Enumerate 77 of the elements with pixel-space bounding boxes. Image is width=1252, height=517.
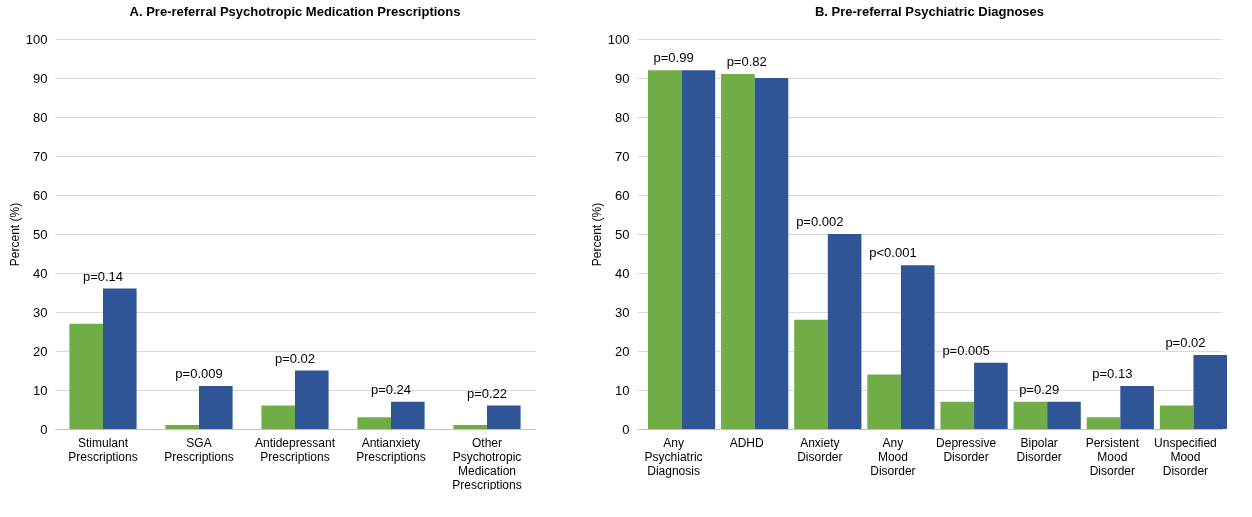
chart-title: A. Pre-referral Psychotropic Medication Prescriptions — [129, 4, 461, 19]
bar — [487, 405, 521, 429]
annotation: p=0.002 — [796, 214, 844, 229]
y-tick-label: 100 — [607, 31, 630, 47]
x-tick-label: Bipolar Disorder — [1016, 435, 1062, 464]
annotation: p=0.24 — [370, 381, 412, 397]
y-tick-label: 20 — [33, 343, 48, 359]
y-tick-label: 40 — [615, 265, 630, 281]
x-tick-label: Unspecified Mood Disorder — [1154, 435, 1217, 478]
bar — [1013, 401, 1048, 429]
annotation: p=0.22 — [466, 385, 508, 401]
bar — [867, 374, 901, 429]
y-tick-label: 100 — [25, 31, 48, 47]
bar — [453, 425, 487, 429]
x-tick-label: Persistent Mood Disorder — [1085, 435, 1140, 478]
y-tick-label: 20 — [615, 343, 630, 359]
y-tick-label: 0 — [622, 421, 630, 437]
bar — [103, 288, 137, 429]
annotation: p=0.82 — [726, 54, 767, 70]
bar — [900, 265, 935, 429]
bar — [1120, 386, 1154, 429]
y-axis-title: Percent (%) — [589, 202, 604, 267]
y-tick-label: 70 — [615, 148, 630, 164]
bar — [1047, 401, 1081, 429]
y-tick-label: 50 — [615, 226, 630, 242]
y-tick-label: 30 — [615, 304, 630, 320]
bar — [199, 386, 233, 429]
bar — [165, 425, 199, 429]
annotation: p=0.99 — [653, 50, 694, 66]
bar — [1086, 417, 1121, 429]
y-tick-label: 90 — [33, 70, 48, 86]
y-tick-label: 80 — [615, 109, 630, 125]
annotation: p=0.005 — [942, 342, 990, 358]
y-tick-label: 60 — [615, 187, 630, 203]
x-tick-label: Antidepressant Prescriptions — [254, 435, 336, 464]
x-tick-label: ADHD — [729, 435, 765, 450]
bar — [754, 78, 789, 429]
y-tick-label: 50 — [33, 226, 48, 242]
bar — [357, 417, 391, 429]
annotation: p=0.13 — [1092, 366, 1133, 382]
annotation: p=0.29 — [1019, 381, 1060, 397]
x-tick-label: Any Mood Disorder — [870, 435, 916, 478]
annotation: p=0.009 — [175, 366, 223, 382]
y-tick-label: 10 — [615, 382, 630, 398]
annotation: p=0.02 — [1165, 334, 1206, 350]
chart-title: B. Pre-referral Psychiatric Diagnoses — [814, 4, 1045, 19]
bar — [391, 401, 425, 429]
y-tick-label: 10 — [33, 382, 48, 398]
bar — [721, 74, 755, 429]
x-tick-label: Depressive Disorder — [936, 435, 997, 464]
y-tick-label: 40 — [33, 265, 48, 281]
bar — [794, 319, 828, 429]
bar — [1193, 354, 1228, 429]
annotation: p=0.02 — [274, 350, 316, 366]
bar — [1159, 405, 1194, 429]
y-tick-label: 70 — [33, 148, 48, 164]
y-tick-label: 30 — [33, 304, 48, 320]
x-tick-label: Anxiety Disorder — [797, 435, 843, 464]
bar — [940, 401, 975, 429]
annotation: p=0.14 — [82, 268, 124, 284]
y-tick-label: 60 — [33, 187, 48, 203]
bar — [261, 405, 295, 429]
bar — [681, 70, 716, 429]
x-tick-label: SGA Prescriptions — [164, 435, 234, 464]
bar — [295, 370, 329, 429]
bar — [827, 234, 862, 429]
x-tick-label: Antianxiety Prescriptions — [356, 435, 426, 464]
annotation: p<0.001 — [869, 245, 917, 261]
bar — [647, 70, 682, 429]
bar — [974, 362, 1008, 429]
y-tick-label: 0 — [40, 421, 48, 437]
y-tick-label: 90 — [615, 70, 630, 86]
x-tick-label: Stimulant Prescriptions — [68, 435, 138, 464]
x-tick-label: Any Psychiatric Diagnosis — [644, 435, 703, 478]
y-axis-title: Percent (%) — [7, 202, 22, 267]
bar — [69, 323, 103, 429]
y-tick-label: 80 — [33, 109, 48, 125]
